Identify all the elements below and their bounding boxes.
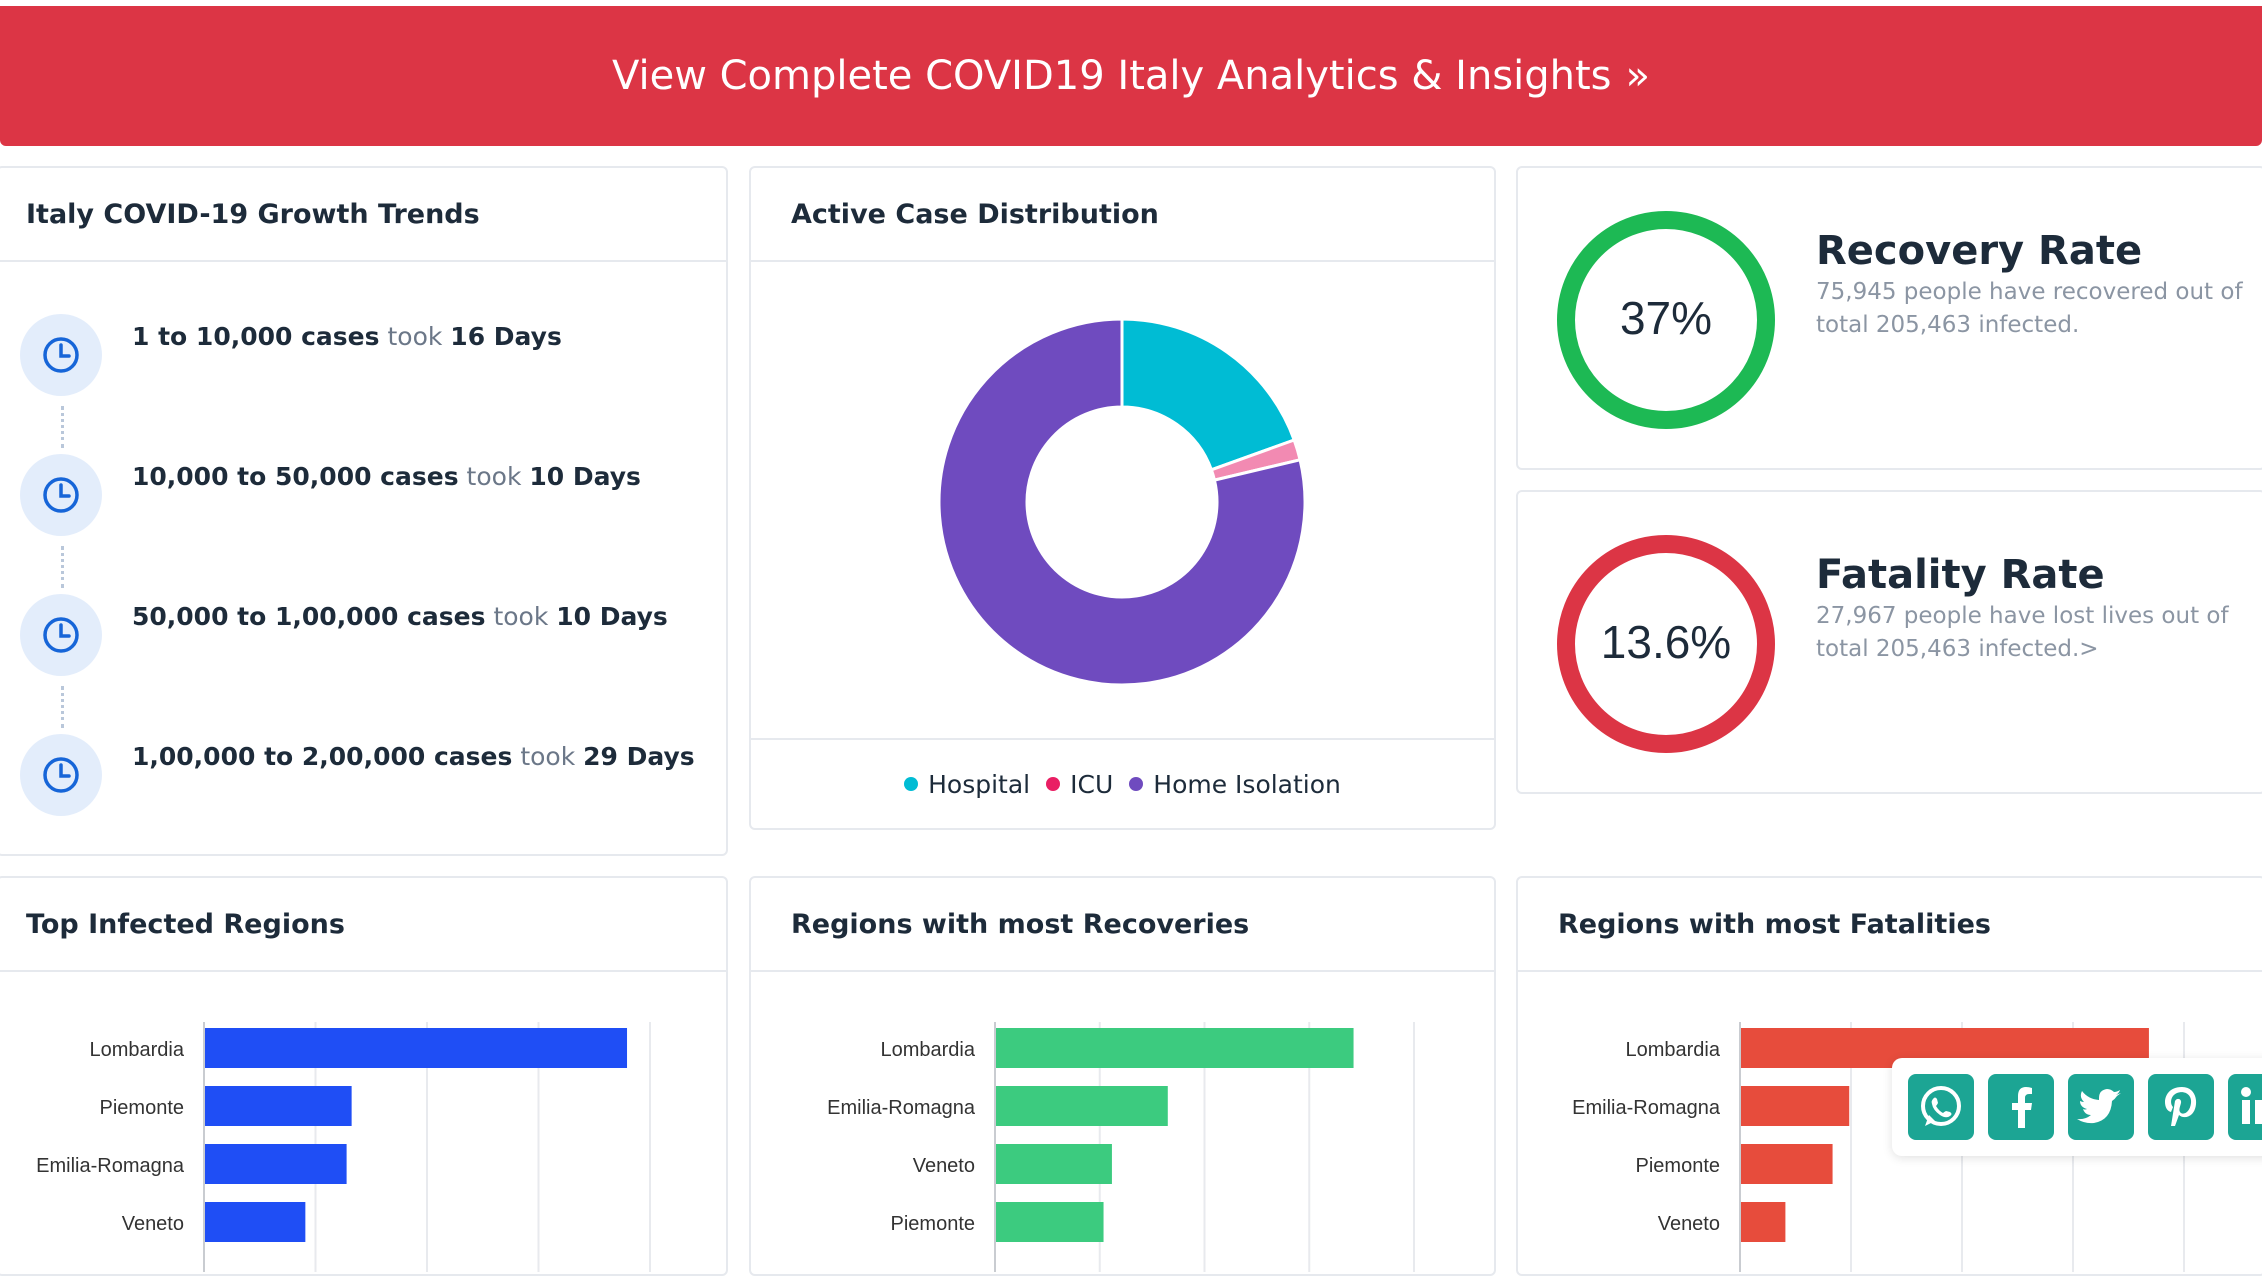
- growth-trend-item: 1 to 10,000 cases took 16 Days: [20, 314, 562, 396]
- trend-range: 50,000 to 1,00,000 cases: [132, 602, 486, 631]
- facebook-icon: [2012, 1087, 2032, 1128]
- trend-days: 10 Days: [556, 602, 668, 631]
- recovered-bar[interactable]: [996, 1144, 1112, 1184]
- infected-category-label: Emilia-Romagna: [36, 1155, 185, 1177]
- home-isolation-dot-icon: [1129, 777, 1144, 791]
- donut-legend: Hospital ICU Home Isolation: [751, 738, 1494, 828]
- legend-icu[interactable]: ICU: [1046, 770, 1113, 799]
- recovery-ring-arc: [1557, 211, 1775, 429]
- growth-trend-item: 50,000 to 1,00,000 cases took 10 Days: [20, 594, 668, 676]
- recovery-rate-ring: 37%: [1557, 211, 1775, 429]
- infected-bar[interactable]: [205, 1086, 352, 1126]
- recovered-category-label: Emilia-Romagna: [827, 1097, 976, 1119]
- recovered-bar[interactable]: [996, 1202, 1104, 1242]
- fatal-category-label: Lombardia: [1625, 1039, 1720, 1061]
- infected-bar[interactable]: [205, 1144, 347, 1184]
- fatality-rate-title: Fatality Rate: [1816, 552, 2105, 598]
- growth-trends-title: Italy COVID-19 Growth Trends: [0, 168, 726, 262]
- fatal-bar[interactable]: [1741, 1202, 1786, 1242]
- recoveries-card: Regions with most Recoveries Lombardia Em…: [749, 876, 1496, 1276]
- twitter-share-button[interactable]: [2068, 1074, 2134, 1140]
- fatalities-title: Regions with most Fatalities: [1518, 878, 2262, 972]
- legend-hospital[interactable]: Hospital: [904, 770, 1030, 799]
- trend-took: took: [493, 602, 549, 631]
- donut-slice-hospital[interactable]: [1120, 317, 1297, 472]
- whatsapp-icon: [1921, 1086, 1961, 1126]
- recovered-category-label: Lombardia: [880, 1039, 975, 1061]
- share-bar: [1892, 1058, 2262, 1156]
- banner-label: View Complete COVID19 Italy Analytics & …: [611, 53, 1612, 99]
- recovered-category-label: Piemonte: [891, 1213, 976, 1235]
- fatality-rate-card: 13.6% Fatality Rate 27,967 people have l…: [1516, 490, 2262, 794]
- double-chevron-right-icon: »: [1625, 53, 1650, 99]
- trend-range: 1 to 10,000 cases: [132, 322, 380, 351]
- trend-took: took: [466, 462, 522, 491]
- growth-trend-text: 1,00,000 to 2,00,000 cases took 29 Days: [132, 742, 695, 771]
- fatal-category-label: Emilia-Romagna: [1572, 1097, 1721, 1119]
- infected-bar[interactable]: [205, 1028, 628, 1068]
- recovery-rate-card: 37% Recovery Rate 75,945 people have rec…: [1516, 166, 2262, 470]
- trend-days: 16 Days: [450, 322, 562, 351]
- legend-home-isolation[interactable]: Home Isolation: [1129, 770, 1341, 799]
- growth-trends-card: Italy COVID-19 Growth Trends 1 to 10,000…: [0, 166, 728, 856]
- icu-dot-icon: [1046, 777, 1061, 791]
- trend-range: 1,00,000 to 2,00,000 cases: [132, 742, 513, 771]
- linkedin-share-button[interactable]: [2228, 1074, 2262, 1140]
- trend-days: 10 Days: [529, 462, 641, 491]
- legend-hospital-label: Hospital: [928, 769, 1031, 799]
- twitter-icon: [2077, 1089, 2121, 1124]
- fatal-category-label: Piemonte: [1636, 1155, 1721, 1177]
- recovery-rate-title: Recovery Rate: [1816, 228, 2143, 274]
- pinterest-icon: [2165, 1087, 2197, 1126]
- recovered-bar[interactable]: [996, 1028, 1354, 1068]
- fatal-category-label: Veneto: [1658, 1213, 1720, 1235]
- trend-took: took: [387, 322, 443, 351]
- active-case-card: Active Case Distribution Hospital ICU Ho…: [749, 166, 1496, 830]
- recoveries-bar-chart: Lombardia Emilia-Romagna Veneto Piemonte: [827, 1022, 1415, 1272]
- pinterest-share-button[interactable]: [2148, 1074, 2214, 1140]
- growth-trend-text: 10,000 to 50,000 cases took 10 Days: [132, 462, 641, 491]
- active-case-donut-chart: [937, 317, 1307, 687]
- fatality-ring-arc: [1557, 535, 1775, 753]
- clock-icon: [20, 454, 102, 536]
- hospital-dot-icon: [904, 777, 919, 791]
- fatal-bar[interactable]: [1741, 1086, 1850, 1126]
- recovered-bar[interactable]: [996, 1086, 1168, 1126]
- linkedin-icon: [2241, 1087, 2262, 1124]
- growth-trend-item: 1,00,000 to 2,00,000 cases took 29 Days: [20, 734, 695, 816]
- trend-took: took: [520, 742, 576, 771]
- growth-trend-text: 1 to 10,000 cases took 16 Days: [132, 322, 562, 351]
- donut-slice-home-isolation[interactable]: [937, 317, 1307, 687]
- fatality-rate-value: 13.6%: [1601, 616, 1731, 668]
- facebook-share-button[interactable]: [1988, 1074, 2054, 1140]
- trend-days: 29 Days: [583, 742, 695, 771]
- fatality-rate-description: 27,967 people have lost lives out of tot…: [1816, 603, 2229, 662]
- top-infected-card: Top Infected Regions Lombardia Piemonte Em…: [0, 876, 728, 1276]
- top-infected-title: Top Infected Regions: [0, 878, 726, 972]
- recoveries-title: Regions with most Recoveries: [751, 878, 1494, 972]
- legend-home-isolation-label: Home Isolation: [1153, 769, 1341, 799]
- clock-icon: [20, 734, 102, 816]
- recovered-category-label: Veneto: [913, 1155, 975, 1177]
- analytics-banner-link[interactable]: View Complete COVID19 Italy Analytics & …: [0, 6, 2262, 146]
- infected-bar[interactable]: [205, 1202, 306, 1242]
- trend-range: 10,000 to 50,000 cases: [132, 462, 459, 491]
- growth-trend-item: 10,000 to 50,000 cases took 10 Days: [20, 454, 641, 536]
- clock-icon: [20, 594, 102, 676]
- recovery-rate-value: 37%: [1620, 292, 1712, 344]
- infected-category-label: Lombardia: [89, 1039, 184, 1061]
- whatsapp-share-button[interactable]: [1908, 1074, 1974, 1140]
- recovery-rate-description: 75,945 people have recovered out of tota…: [1816, 279, 2243, 338]
- legend-icu-label: ICU: [1070, 769, 1114, 799]
- fatality-rate-ring: 13.6%: [1557, 535, 1775, 753]
- infected-category-label: Piemonte: [100, 1097, 185, 1119]
- active-case-title: Active Case Distribution: [751, 168, 1494, 262]
- clock-icon: [20, 314, 102, 396]
- infected-category-label: Veneto: [122, 1213, 184, 1235]
- growth-trend-text: 50,000 to 1,00,000 cases took 10 Days: [132, 602, 668, 631]
- fatal-bar[interactable]: [1741, 1144, 1833, 1184]
- top-infected-bar-chart: Lombardia Piemonte Emilia-Romagna Veneto: [36, 1022, 651, 1272]
